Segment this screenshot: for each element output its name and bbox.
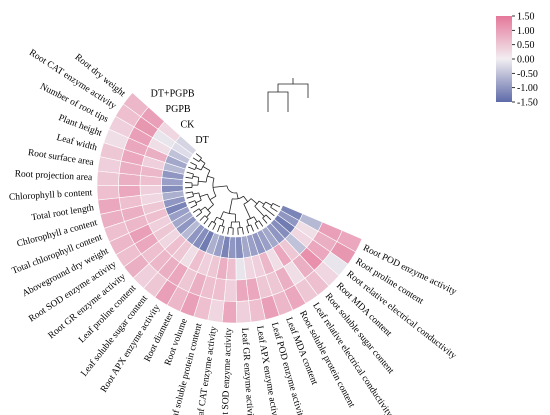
dendrogram-branch [198,180,207,183]
legend-tick-label: -0.50 [517,69,538,80]
legend-tick-label: 1.50 [517,12,535,23]
dendrogram-branch [195,199,202,204]
dendrogram-branch [246,226,249,234]
dendrogram-branch [192,192,199,195]
legend-tick-label: -1.50 [517,98,538,109]
dendrogram-branch [243,203,251,219]
dendrogram-branch [195,153,202,159]
dendrogram-branch [192,157,200,162]
dendrogram-branch [272,203,281,208]
dendrogram-branch [258,200,265,205]
dendrogram-arc [205,170,211,183]
dendrogram-branch [188,200,196,204]
dendrogram-branch [254,205,265,217]
dendrogram-arc [226,185,237,194]
dendrogram-arc [232,195,244,200]
legend-tick-label: 1.00 [517,26,535,37]
dendrogram-branch [241,227,244,235]
dendrogram-arc [204,215,209,219]
dendrogram-branch [186,195,194,199]
dendrogram-branch [200,206,206,211]
heatmap-cell [122,92,149,117]
dendrogram-branch [262,206,275,217]
legend-tick-label: 0.50 [517,40,535,51]
dendrogram-branch [246,219,250,226]
dendrogram-branch [267,91,289,112]
dendrogram-branch [265,214,272,221]
dendrogram-branch [199,193,208,197]
dendrogram-branch [236,192,239,199]
dendrogram-branch [202,166,211,171]
dendrogram-branch [221,220,225,227]
dendrogram-branch [228,198,233,214]
dendrogram-branch [207,204,214,211]
dendrogram-branch [217,225,221,232]
dendrogram-branch [193,208,200,213]
legend-tick-label: -1.00 [517,83,538,94]
dendrogram-branch [190,162,197,166]
dendrogram-arc [262,214,267,219]
heatmap-cell [221,300,237,324]
dendrogram-branch [209,195,217,201]
dendrogram-branch [212,223,217,230]
dendrogram-branch [206,212,211,218]
dendrogram-arc [223,211,236,215]
heatmap-cell [236,300,252,324]
variable-label: Root SOD enzyme activity [220,327,234,415]
dendrogram-branch [190,204,197,209]
dendrogram-branch [262,217,268,224]
dendrogram-branch [250,224,254,232]
dendrogram-arc [254,200,260,207]
variable-label: Chlorophyll b content [9,188,93,203]
heatmap-cell [96,185,120,201]
variable-label: Leaf GR enzyme activity [239,327,256,415]
dendrogram-branch [254,222,259,230]
dendrogram-branch [253,216,258,223]
heatmap-cells [96,92,363,324]
dendrogram-arc [197,177,200,186]
dendrogram-branch [186,171,194,175]
dendrogram-arc [207,193,214,205]
cluster-dendrogram [185,78,309,235]
dendrogram-branch [196,211,203,218]
ring-label: DT [195,135,208,146]
heatmap-cell [235,279,249,302]
heatmap-cell [96,170,120,186]
dendrogram-branch [243,195,249,202]
dendrogram-branch [222,226,225,234]
dendrogram-branch [195,167,202,171]
dendrogram-branch [230,221,232,228]
legend-colorbar [496,16,512,102]
ring-label: CK [180,119,195,130]
variable-label: Root projection area [14,169,93,183]
color-legend: 1.50 1.00 0.50 0.00 -0.50 -1.00 -1.50 [496,12,538,109]
dendrogram-branch [227,227,230,235]
dendrogram-branch [213,185,228,188]
ring-label: DT+PGPB [151,88,195,99]
heatmap-cell [118,185,141,198]
dendrogram-branch [219,211,224,220]
dendrogram-branch [203,218,209,225]
dendrogram-branch [270,206,278,212]
dendrogram-branch [185,176,193,179]
dendrogram-branch [188,166,195,171]
dendrogram-arc [194,200,198,205]
dendrogram-branch [207,221,213,228]
dendrogram-branch [250,198,258,205]
dendrogram-branch [199,215,206,221]
ring-label: PGPB [166,104,191,115]
dendrogram-branch [207,175,215,179]
dendrogram-arc [262,201,266,207]
dendrogram-branch [192,175,199,178]
dendrogram-branch [185,191,193,194]
dendrogram-branch [277,83,309,98]
dendrogram-branch [213,217,218,223]
legend-tick-label: 0.00 [517,55,535,66]
dendrogram-branch [265,201,272,206]
dendrogram-branch [258,220,264,227]
dendrogram-branch [199,159,206,164]
dendrogram-branch [238,221,241,228]
